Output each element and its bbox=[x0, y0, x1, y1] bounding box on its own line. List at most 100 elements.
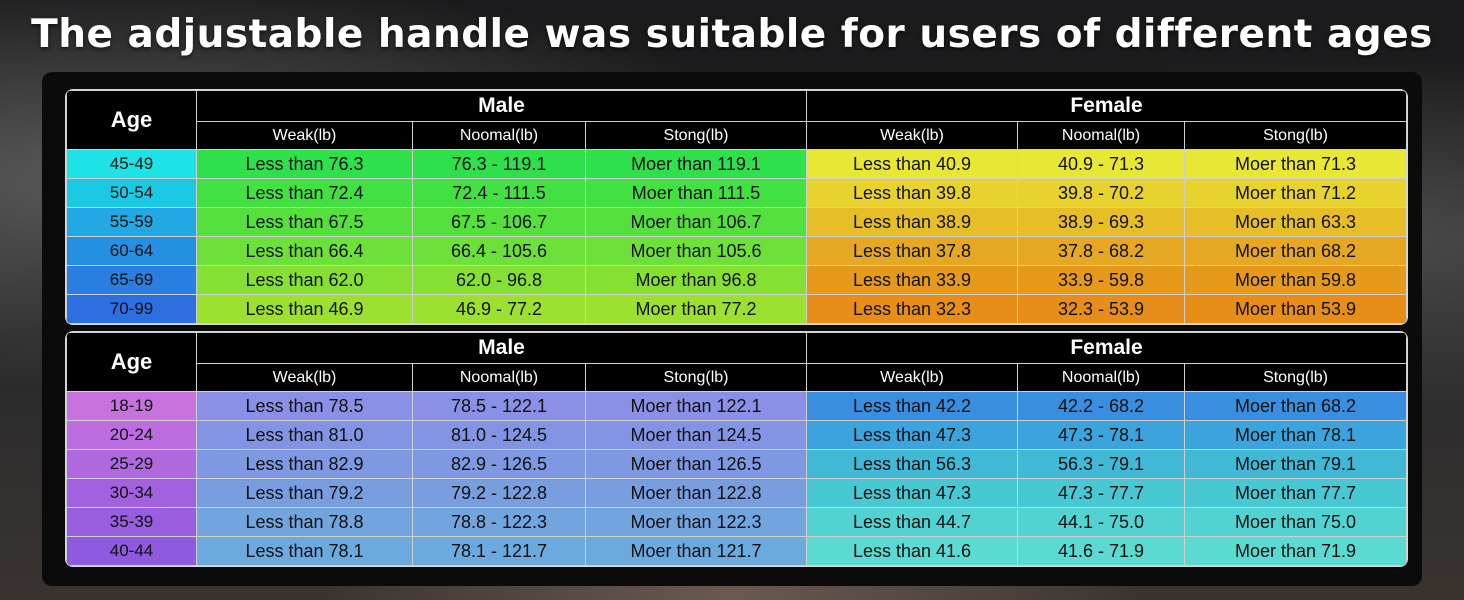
female-strong-cell: Moer than 75.0 bbox=[1184, 507, 1408, 537]
female-weak-cell: Less than 33.9 bbox=[806, 265, 1019, 295]
female-normal-cell: 33.9 - 59.8 bbox=[1017, 265, 1186, 295]
age-cell: 20-24 bbox=[66, 420, 197, 450]
male-weak-cell: Less than 82.9 bbox=[196, 449, 413, 479]
age-cell: 45-49 bbox=[66, 149, 197, 179]
age-header: Age bbox=[66, 332, 197, 392]
male-group-header: Male bbox=[195, 332, 808, 364]
table-row: 60-64 Less than 66.4 66.4 - 105.6 Moer t… bbox=[66, 236, 1408, 266]
female-weak-cell: Less than 47.3 bbox=[806, 420, 1019, 450]
female-weak-cell: Less than 56.3 bbox=[806, 449, 1019, 479]
female-group-header: Female bbox=[806, 90, 1408, 122]
female-weak-cell: Less than 42.2 bbox=[806, 391, 1019, 421]
female-weak-cell: Less than 32.3 bbox=[806, 294, 1019, 324]
female-weak-header: Weak(lb) bbox=[806, 121, 1019, 150]
female-strong-cell: Moer than 79.1 bbox=[1184, 449, 1408, 479]
female-strong-cell: Moer than 53.9 bbox=[1184, 294, 1408, 324]
strength-table-older: Age Male Female Weak(lb) Noomal(lb) Ston… bbox=[66, 90, 1408, 324]
female-weak-cell: Less than 39.8 bbox=[806, 178, 1019, 208]
age-cell: 65-69 bbox=[66, 265, 197, 295]
table-row: 70-99 Less than 46.9 46.9 - 77.2 Moer th… bbox=[66, 294, 1408, 324]
age-cell: 50-54 bbox=[66, 178, 197, 208]
female-weak-cell: Less than 40.9 bbox=[806, 149, 1019, 179]
page-title: The adjustable handle was suitable for u… bbox=[31, 12, 1433, 57]
table-row: 65-69 Less than 62.0 62.0 - 96.8 Moer th… bbox=[66, 265, 1408, 295]
male-normal-cell: 46.9 - 77.2 bbox=[412, 294, 586, 324]
male-normal-cell: 78.1 - 121.7 bbox=[412, 536, 586, 566]
male-normal-cell: 66.4 - 105.6 bbox=[412, 236, 586, 266]
table-row: 25-29 Less than 82.9 82.9 - 126.5 Moer t… bbox=[66, 449, 1408, 479]
male-strong-cell: Moer than 77.2 bbox=[584, 294, 808, 324]
female-strong-cell: Moer than 71.3 bbox=[1184, 149, 1408, 179]
age-cell: 18-19 bbox=[66, 391, 197, 421]
age-cell: 40-44 bbox=[66, 536, 197, 566]
female-normal-cell: 44.1 - 75.0 bbox=[1017, 507, 1186, 537]
male-strong-header: Stong(lb) bbox=[584, 121, 808, 150]
male-normal-cell: 76.3 - 119.1 bbox=[412, 149, 586, 179]
female-group-header: Female bbox=[806, 332, 1408, 364]
female-normal-cell: 38.9 - 69.3 bbox=[1017, 207, 1186, 237]
male-normal-cell: 79.2 - 122.8 bbox=[412, 478, 586, 508]
female-normal-cell: 47.3 - 78.1 bbox=[1017, 420, 1186, 450]
female-normal-cell: 56.3 - 79.1 bbox=[1017, 449, 1186, 479]
male-weak-cell: Less than 62.0 bbox=[196, 265, 413, 295]
female-strong-cell: Moer than 63.3 bbox=[1184, 207, 1408, 237]
table-row: 50-54 Less than 72.4 72.4 - 111.5 Moer t… bbox=[66, 178, 1408, 208]
female-normal-cell: 40.9 - 71.3 bbox=[1017, 149, 1186, 179]
male-normal-header: Noomal(lb) bbox=[412, 363, 586, 392]
age-cell: 60-64 bbox=[66, 236, 197, 266]
age-cell: 25-29 bbox=[66, 449, 197, 479]
female-weak-cell: Less than 47.3 bbox=[806, 478, 1019, 508]
male-strong-cell: Moer than 96.8 bbox=[584, 265, 808, 295]
male-weak-cell: Less than 67.5 bbox=[196, 207, 413, 237]
female-normal-cell: 37.8 - 68.2 bbox=[1017, 236, 1186, 266]
age-cell: 55-59 bbox=[66, 207, 197, 237]
female-weak-cell: Less than 37.8 bbox=[806, 236, 1019, 266]
male-strong-cell: Moer than 111.5 bbox=[584, 178, 808, 208]
table-row: 55-59 Less than 67.5 67.5 - 106.7 Moer t… bbox=[66, 207, 1408, 237]
male-normal-cell: 72.4 - 111.5 bbox=[412, 178, 586, 208]
male-strong-header: Stong(lb) bbox=[584, 363, 808, 392]
male-strong-cell: Moer than 126.5 bbox=[584, 449, 808, 479]
female-normal-cell: 39.8 - 70.2 bbox=[1017, 178, 1186, 208]
table-row: 45-49 Less than 76.3 76.3 - 119.1 Moer t… bbox=[66, 149, 1408, 179]
table-row: 30-34 Less than 79.2 79.2 - 122.8 Moer t… bbox=[66, 478, 1408, 508]
age-cell: 70-99 bbox=[66, 294, 197, 324]
male-normal-cell: 82.9 - 126.5 bbox=[412, 449, 586, 479]
male-normal-cell: 81.0 - 124.5 bbox=[412, 420, 586, 450]
female-strong-cell: Moer than 77.7 bbox=[1184, 478, 1408, 508]
male-weak-header: Weak(lb) bbox=[196, 363, 413, 392]
female-weak-cell: Less than 41.6 bbox=[806, 536, 1019, 566]
age-header: Age bbox=[66, 90, 197, 150]
male-strong-cell: Moer than 122.1 bbox=[584, 391, 808, 421]
female-normal-cell: 32.3 - 53.9 bbox=[1017, 294, 1186, 324]
male-normal-header: Noomal(lb) bbox=[412, 121, 586, 150]
female-weak-cell: Less than 38.9 bbox=[806, 207, 1019, 237]
male-weak-cell: Less than 76.3 bbox=[196, 149, 413, 179]
female-normal-cell: 42.2 - 68.2 bbox=[1017, 391, 1186, 421]
female-normal-header: Noomal(lb) bbox=[1017, 363, 1186, 392]
male-normal-cell: 78.5 - 122.1 bbox=[412, 391, 586, 421]
female-weak-cell: Less than 44.7 bbox=[806, 507, 1019, 537]
male-weak-cell: Less than 72.4 bbox=[196, 178, 413, 208]
male-strong-cell: Moer than 122.8 bbox=[584, 478, 808, 508]
male-strong-cell: Moer than 121.7 bbox=[584, 536, 808, 566]
female-weak-header: Weak(lb) bbox=[806, 363, 1019, 392]
female-normal-cell: 41.6 - 71.9 bbox=[1017, 536, 1186, 566]
female-strong-cell: Moer than 59.8 bbox=[1184, 265, 1408, 295]
male-group-header: Male bbox=[195, 90, 808, 122]
male-weak-cell: Less than 46.9 bbox=[196, 294, 413, 324]
male-weak-cell: Less than 78.5 bbox=[196, 391, 413, 421]
male-strong-cell: Moer than 122.3 bbox=[584, 507, 808, 537]
male-normal-cell: 78.8 - 122.3 bbox=[412, 507, 586, 537]
male-strong-cell: Moer than 106.7 bbox=[584, 207, 808, 237]
table-row: 20-24 Less than 81.0 81.0 - 124.5 Moer t… bbox=[66, 420, 1408, 450]
male-strong-cell: Moer than 105.6 bbox=[584, 236, 808, 266]
male-weak-cell: Less than 66.4 bbox=[196, 236, 413, 266]
male-weak-header: Weak(lb) bbox=[196, 121, 413, 150]
male-weak-cell: Less than 78.1 bbox=[196, 536, 413, 566]
male-weak-cell: Less than 78.8 bbox=[196, 507, 413, 537]
age-cell: 30-34 bbox=[66, 478, 197, 508]
male-normal-cell: 62.0 - 96.8 bbox=[412, 265, 586, 295]
female-normal-header: Noomal(lb) bbox=[1017, 121, 1186, 150]
male-strong-cell: Moer than 124.5 bbox=[584, 420, 808, 450]
